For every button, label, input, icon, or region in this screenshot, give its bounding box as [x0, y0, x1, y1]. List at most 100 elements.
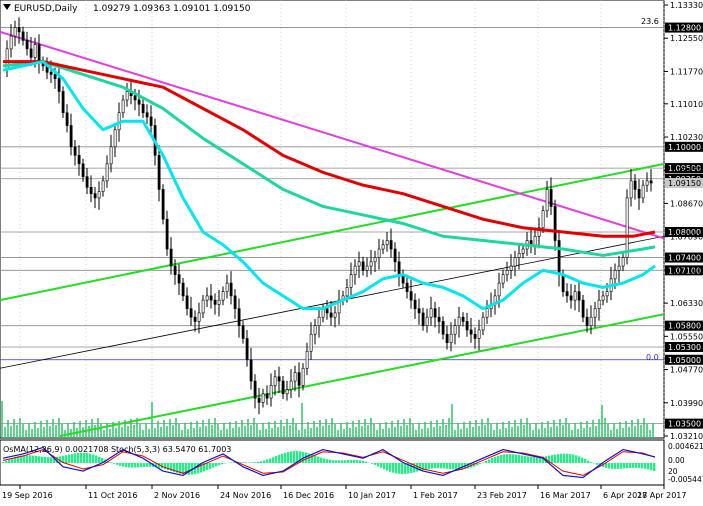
- osma-bar: [380, 463, 383, 468]
- candle-body: [229, 282, 233, 297]
- candle-body: [141, 103, 145, 114]
- stochastic-lines: [2, 446, 656, 479]
- candle-body: [9, 35, 13, 50]
- candle-body: [133, 95, 137, 101]
- candle-body: [257, 397, 261, 403]
- osma-bar: [503, 454, 506, 463]
- candle-body: [473, 333, 477, 339]
- y-tick-label: 1.07110: [670, 266, 703, 275]
- downtrend-line: [0, 30, 665, 240]
- osma-bar: [308, 453, 311, 463]
- candle-body: [33, 44, 37, 58]
- candle-body: [209, 295, 213, 301]
- osma-bar: [332, 460, 335, 463]
- osma-bar: [560, 453, 563, 463]
- candle-body: [309, 333, 313, 352]
- osma-bar: [428, 463, 431, 469]
- candle-body: [385, 240, 389, 246]
- volume-bars: [1, 401, 654, 438]
- osma-bar: [2, 461, 5, 463]
- osma-bar: [263, 460, 266, 463]
- indicator-tick-label: 20: [668, 467, 678, 476]
- osma-bar: [218, 463, 221, 466]
- osma-bar: [209, 463, 212, 469]
- osma-bar: [20, 455, 23, 463]
- candle-body: [221, 291, 225, 301]
- osma-bar: [386, 463, 389, 471]
- candle-body: [645, 180, 649, 186]
- osma-bar: [284, 452, 287, 463]
- symbol-label: EURUSD,Daily: [14, 4, 78, 14]
- candle-body: [601, 295, 605, 301]
- candle-body: [349, 274, 353, 288]
- osma-bar: [200, 463, 203, 473]
- candle-body: [589, 316, 593, 326]
- osma-bar: [356, 460, 359, 463]
- x-tick-label: 6 Apr 2017: [603, 491, 647, 500]
- candle-body: [125, 91, 129, 101]
- osma-bar: [206, 463, 209, 471]
- candle-body: [269, 385, 273, 399]
- osma-bar: [275, 456, 278, 463]
- osma-bar: [392, 463, 395, 473]
- osma-bar: [176, 463, 179, 473]
- candle-body: [173, 265, 177, 275]
- osma-bar: [146, 463, 149, 467]
- osma-bar: [548, 455, 551, 463]
- osma-bar: [317, 456, 320, 463]
- candle-body: [537, 227, 541, 237]
- indicator-tick-label: -0.005447: [668, 475, 703, 484]
- osma-bar: [506, 454, 509, 463]
- osma-bar: [338, 460, 341, 463]
- candle-body: [397, 261, 401, 275]
- indicator-label: OsMA(12,26,9) 0.0021708 Stoch(5,3,3) 63.…: [3, 445, 231, 454]
- osma-bar: [437, 463, 440, 469]
- osma-bar: [653, 463, 656, 471]
- osma-bar: [134, 463, 137, 468]
- candle-body: [469, 329, 473, 335]
- osma-bar: [596, 463, 599, 465]
- candle-body: [373, 257, 377, 263]
- osma-bar: [77, 452, 80, 463]
- y-tick-label: 1.03990: [670, 399, 703, 408]
- candle-body: [329, 312, 333, 318]
- candle-body: [69, 125, 73, 148]
- candle-body: [53, 74, 57, 79]
- osma-bar: [122, 463, 125, 467]
- candle-body: [441, 321, 445, 335]
- osma-bar: [623, 463, 626, 469]
- osma-bar: [98, 456, 101, 463]
- dropdown-triangle-icon[interactable]: [3, 4, 11, 10]
- candle-body: [137, 99, 141, 105]
- y-tick-label: 1.11770: [670, 67, 703, 76]
- osma-bar: [23, 455, 26, 463]
- osma-bar: [449, 463, 452, 470]
- osma-bar: [293, 451, 296, 463]
- candle-body: [553, 206, 557, 241]
- candle-body: [101, 180, 105, 192]
- osma-bar: [113, 463, 116, 464]
- osma-bar: [278, 454, 281, 463]
- osma-bar: [32, 455, 35, 463]
- osma-bar: [611, 463, 614, 469]
- osma-bar: [593, 463, 596, 464]
- candle-body: [61, 91, 65, 114]
- osma-bar: [314, 455, 317, 463]
- candle-body: [597, 299, 601, 309]
- osma-bar: [287, 451, 290, 463]
- osma-bar: [80, 452, 83, 463]
- candle-body: [413, 299, 417, 309]
- candle-body: [265, 393, 269, 399]
- main-pane[interactable]: [0, 0, 665, 439]
- level-label-box: [665, 418, 703, 429]
- osma-bar: [581, 457, 584, 463]
- osma-bar: [626, 463, 629, 469]
- candle-body: [389, 240, 393, 250]
- level-label-box: [665, 320, 703, 331]
- x-tick-label: 28 Apr 2017: [637, 491, 686, 500]
- osma-bar: [110, 462, 113, 463]
- osma-bar: [590, 462, 593, 463]
- candle-body: [49, 71, 53, 75]
- osma-bar: [272, 457, 275, 463]
